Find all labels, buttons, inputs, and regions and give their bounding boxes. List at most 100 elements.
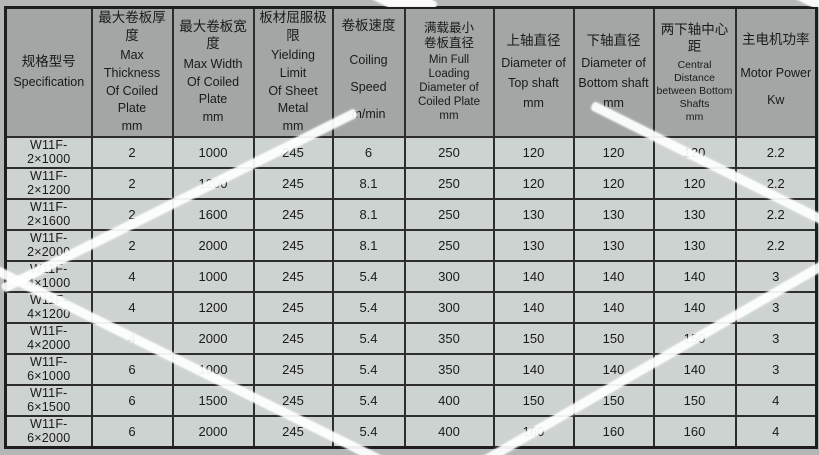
cell: 140 <box>572 290 655 324</box>
table-row: W11F-4×1200 4 1200 245 5.4 300 140 140 140 3 <box>4 290 818 324</box>
cell: 160 <box>652 414 737 449</box>
cell: 130 <box>492 228 575 262</box>
cell: 4 <box>90 321 174 355</box>
cell: 140 <box>652 352 737 386</box>
cell: 3 <box>734 290 818 324</box>
cell: 1000 <box>171 259 255 293</box>
model-cell: W11F-4×1000 <box>4 259 93 293</box>
header-text-zh: 最大卷板宽度 <box>179 18 247 52</box>
model-cell: W11F-2×1000 <box>4 135 93 169</box>
header-text-zh: 下轴直径 <box>586 33 641 49</box>
cell: 4 <box>734 414 818 449</box>
cell: 350 <box>403 321 495 355</box>
cell: 250 <box>403 166 495 200</box>
cell: 2 <box>90 197 174 231</box>
table-row: W11F-6×2000 6 2000 245 5.4 400 160 160 160 4 <box>4 414 818 449</box>
cell: 6 <box>90 352 174 386</box>
cell: 4 <box>90 259 174 293</box>
cell: 2.2 <box>734 228 818 262</box>
cell: 120 <box>652 135 737 169</box>
header-text-en: Diameter of Top shaft mm <box>501 55 566 110</box>
header-text-zh: 卷板速度 <box>341 18 396 34</box>
cell: 120 <box>492 166 575 200</box>
table-header: 规格型号 Specification 最大卷板厚度 Max Thickness Of… <box>4 6 818 138</box>
cell: 150 <box>572 383 655 417</box>
cell: 6 <box>90 383 174 417</box>
header-row: 规格型号 Specification 最大卷板厚度 Max Thickness Of… <box>4 6 818 138</box>
cell: 5.4 <box>331 321 406 355</box>
cell: 140 <box>492 259 575 293</box>
header-text-en: Coiling Speed m/min <box>349 52 388 121</box>
cell: 3 <box>734 321 818 355</box>
cell: 120 <box>492 135 575 169</box>
header-text-zh: 两下轴中心距 <box>660 21 729 55</box>
cell: 5.4 <box>331 352 406 386</box>
table-row: W11F-2×1600 2 1600 245 8.1 250 130 130 130 2.2 <box>4 197 818 231</box>
header-specification: 规格型号 Specification <box>4 6 93 138</box>
header-text-en: Motor Power Kw <box>740 66 812 108</box>
cell: 130 <box>492 197 575 231</box>
cell: 245 <box>252 383 334 417</box>
cell: 8.1 <box>331 228 406 262</box>
cell: 8.1 <box>331 197 406 231</box>
cell: 2000 <box>171 228 255 262</box>
cell: 140 <box>652 290 737 324</box>
cell: 2.2 <box>734 135 818 169</box>
header-text-en: Max Thickness Of Coiled Plate mm <box>103 48 161 134</box>
model-cell: W11F-4×2000 <box>4 321 93 355</box>
cell: 6 <box>331 135 406 169</box>
cell: 140 <box>652 259 737 293</box>
header-text-en: Max Width Of Coiled Plate mm <box>183 56 243 125</box>
cell: 1200 <box>171 290 255 324</box>
table-row: W11F-4×1000 4 1000 245 5.4 300 140 140 140 3 <box>4 259 818 293</box>
cell: 130 <box>572 228 655 262</box>
cell: 150 <box>652 321 737 355</box>
cell: 245 <box>252 228 334 262</box>
header-text-en: Yielding Limit Of Sheet Metal mm <box>268 48 318 134</box>
header-text-en: Diameter of Bottom shaft mm <box>578 55 649 110</box>
cell: 250 <box>403 228 495 262</box>
cell: 130 <box>572 197 655 231</box>
model-cell: W11F-2×1600 <box>4 197 93 231</box>
header-text-zh: 满载最小 卷板直径 <box>423 21 474 51</box>
cell: 140 <box>492 352 575 386</box>
header-text-zh: 主电机功率 <box>742 31 810 47</box>
cell: 245 <box>252 414 334 449</box>
cell: 300 <box>403 259 495 293</box>
cell: 3 <box>734 259 818 293</box>
cell: 4 <box>734 383 818 417</box>
cell: 245 <box>252 290 334 324</box>
header-text-en: Central Distance between Bottom Shafts m… <box>656 58 733 124</box>
header-text-zh: 上轴直径 <box>506 33 561 49</box>
table-row: W11F-2×1000 2 1000 245 6 250 120 120 120 2.2 <box>4 135 818 169</box>
cell: 1000 <box>171 352 255 386</box>
cell: 130 <box>652 228 737 262</box>
cell: 350 <box>403 352 495 386</box>
cell: 245 <box>252 259 334 293</box>
cell: 1000 <box>171 135 255 169</box>
cell: 2 <box>90 135 174 169</box>
header-yielding-limit: 板材屈服极限 Yielding Limit Of Sheet Metal mm <box>252 6 334 138</box>
cell: 2.2 <box>734 166 818 200</box>
cell: 1600 <box>171 197 255 231</box>
model-cell: W11F-2×2000 <box>4 228 93 262</box>
cell: 400 <box>403 383 495 417</box>
cell: 245 <box>252 135 334 169</box>
cell: 120 <box>572 135 655 169</box>
cell: 5.4 <box>331 290 406 324</box>
cell: 150 <box>652 383 737 417</box>
header-text-zh: 规格型号 <box>21 54 76 70</box>
cell: 6 <box>90 414 174 449</box>
model-cell: W11F-6×1500 <box>4 383 93 417</box>
cell: 5.4 <box>331 383 406 417</box>
table-row: W11F-2×1200 2 1200 245 8.1 250 120 120 120 2.2 <box>4 166 818 200</box>
table-body: W11F-2×1000 2 1000 245 6 250 120 120 120 2.2 W11F… <box>4 135 818 449</box>
header-motor-power: 主电机功率 Motor Power Kw <box>734 6 818 138</box>
cell: 245 <box>252 321 334 355</box>
cell: 120 <box>652 166 737 200</box>
header-max-width: 最大卷板宽度 Max Width Of Coiled Plate mm <box>171 6 255 138</box>
cell: 3 <box>734 352 818 386</box>
table-row: W11F-2×2000 2 2000 245 8.1 250 130 130 130 2.2 <box>4 228 818 262</box>
cell: 2000 <box>171 414 255 449</box>
